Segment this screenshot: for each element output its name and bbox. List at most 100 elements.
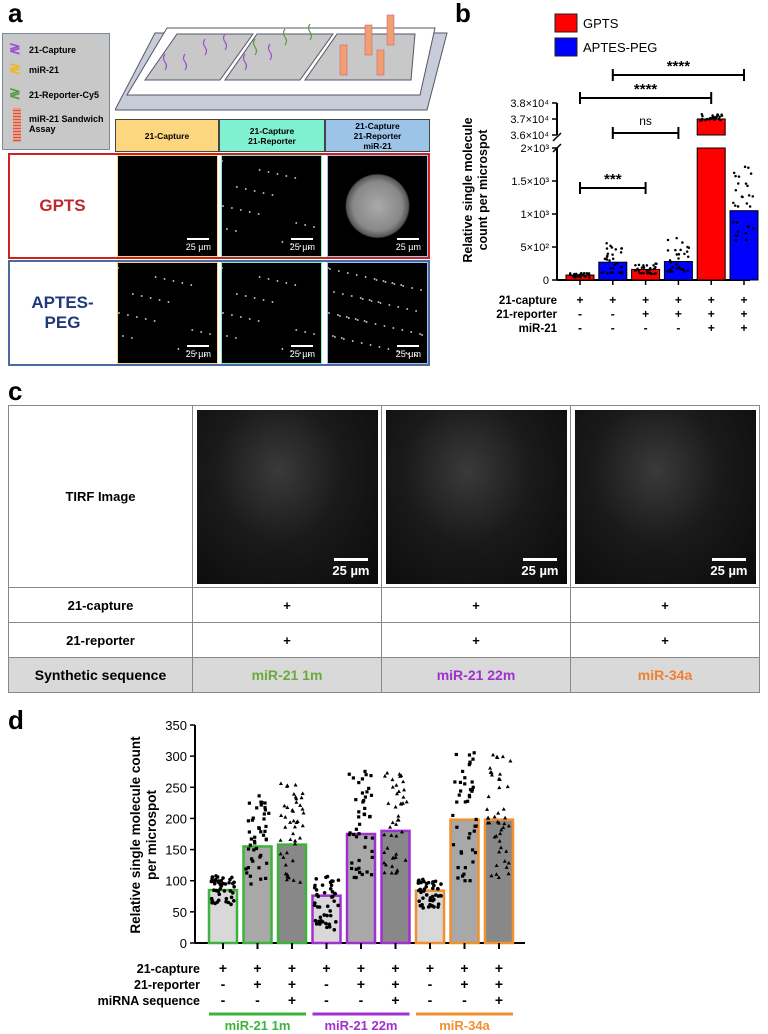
data-point: [462, 872, 466, 876]
data-point: [250, 818, 254, 822]
data-point: [363, 769, 367, 774]
data-point: [451, 843, 456, 847]
data-point: [253, 841, 257, 845]
cell: +: [381, 587, 571, 623]
data-point: [294, 820, 299, 824]
data-point: [470, 848, 475, 852]
data-point: [438, 893, 443, 898]
data-point: [395, 818, 400, 822]
data-point: [718, 115, 721, 119]
data-point: [468, 832, 472, 836]
data-point: [652, 264, 655, 267]
microscopy-image: 25 µm: [327, 155, 428, 257]
condition-label: 21-capture: [137, 962, 200, 976]
data-point: [492, 814, 497, 819]
data-point: [620, 265, 623, 269]
data-point: [401, 779, 406, 784]
condition-value: +: [253, 976, 261, 992]
data-point: [474, 817, 478, 822]
data-point: [504, 865, 509, 869]
data-point: [370, 855, 374, 859]
data-point: [399, 773, 404, 778]
data-point: [354, 875, 358, 880]
data-point: [354, 798, 358, 802]
y-tick-label: 1.5×10³: [511, 176, 549, 188]
data-point: [390, 864, 395, 868]
data-point: [229, 902, 233, 907]
condition-value: -: [644, 321, 648, 335]
data-point: [370, 836, 374, 840]
tirf-image-row: TIRF Image 25 µm 25 µm 25 µm: [8, 405, 760, 588]
data-point: [674, 248, 677, 252]
data-point: [430, 894, 435, 899]
data-point: [470, 789, 474, 793]
data-point: [654, 265, 657, 269]
data-point: [361, 800, 365, 804]
data-point: [382, 832, 387, 837]
condition-value: +: [642, 293, 649, 307]
data-point: [301, 810, 306, 815]
scale-bar: 25 µm: [290, 238, 315, 252]
data-point: [285, 805, 290, 810]
data-point: [749, 172, 753, 175]
scale-bar: 25 µm: [521, 557, 559, 578]
data-point: [230, 875, 234, 880]
data-point: [578, 274, 582, 277]
data-point: [620, 247, 624, 250]
data-point: [424, 881, 429, 886]
data-point: [254, 846, 259, 851]
data-point: [293, 782, 298, 787]
data-point: [259, 830, 263, 834]
data-point: [327, 925, 332, 929]
legend-swatch: [554, 37, 578, 57]
y-tick-label: 350: [165, 718, 187, 733]
data-point: [485, 807, 490, 811]
data-point: [618, 271, 622, 274]
data-point: [357, 810, 361, 814]
legend-swatch: [554, 13, 578, 33]
data-point: [652, 267, 656, 271]
data-point: [382, 870, 387, 875]
data-point: [636, 267, 639, 271]
data-point: [249, 837, 253, 841]
tirf-image-cell: 25 µm: [570, 405, 760, 588]
data-point: [713, 118, 716, 122]
data-point: [463, 879, 467, 883]
data-point: [603, 257, 607, 261]
data-point: [363, 795, 367, 799]
data-point: [300, 791, 305, 795]
data-point: [494, 834, 499, 838]
legend-item: 21-Capture: [29, 45, 77, 55]
data-point: [246, 819, 250, 823]
data-point: [330, 889, 335, 894]
data-point: [467, 795, 472, 799]
condition-value: +: [495, 976, 503, 992]
data-point: [394, 822, 399, 826]
data-point: [245, 871, 249, 875]
data-point: [247, 801, 252, 805]
microscopy-image: 25 µm: [327, 262, 428, 364]
data-point: [223, 882, 228, 886]
data-point: [605, 241, 608, 245]
data-point: [258, 855, 262, 859]
data-point: [740, 195, 744, 198]
data-point: [582, 272, 586, 275]
condition-label: 21-capture: [499, 295, 557, 307]
bar: [483, 818, 515, 945]
legend-label: GPTS: [583, 16, 619, 31]
data-point: [720, 113, 723, 116]
data-point: [250, 857, 254, 861]
data-point: [283, 871, 288, 876]
data-point: [248, 874, 252, 878]
data-point: [261, 833, 266, 837]
column-header-sandwich: 21-Capture 21-Reporter miR-21: [325, 119, 430, 152]
data-point: [735, 221, 739, 224]
data-point: [645, 264, 649, 267]
condition-value: -: [324, 992, 329, 1008]
data-point: [678, 265, 681, 269]
data-point: [736, 234, 739, 237]
data-point: [608, 259, 611, 262]
condition-value: +: [322, 960, 330, 976]
data-point: [497, 839, 502, 843]
data-point: [497, 777, 502, 781]
